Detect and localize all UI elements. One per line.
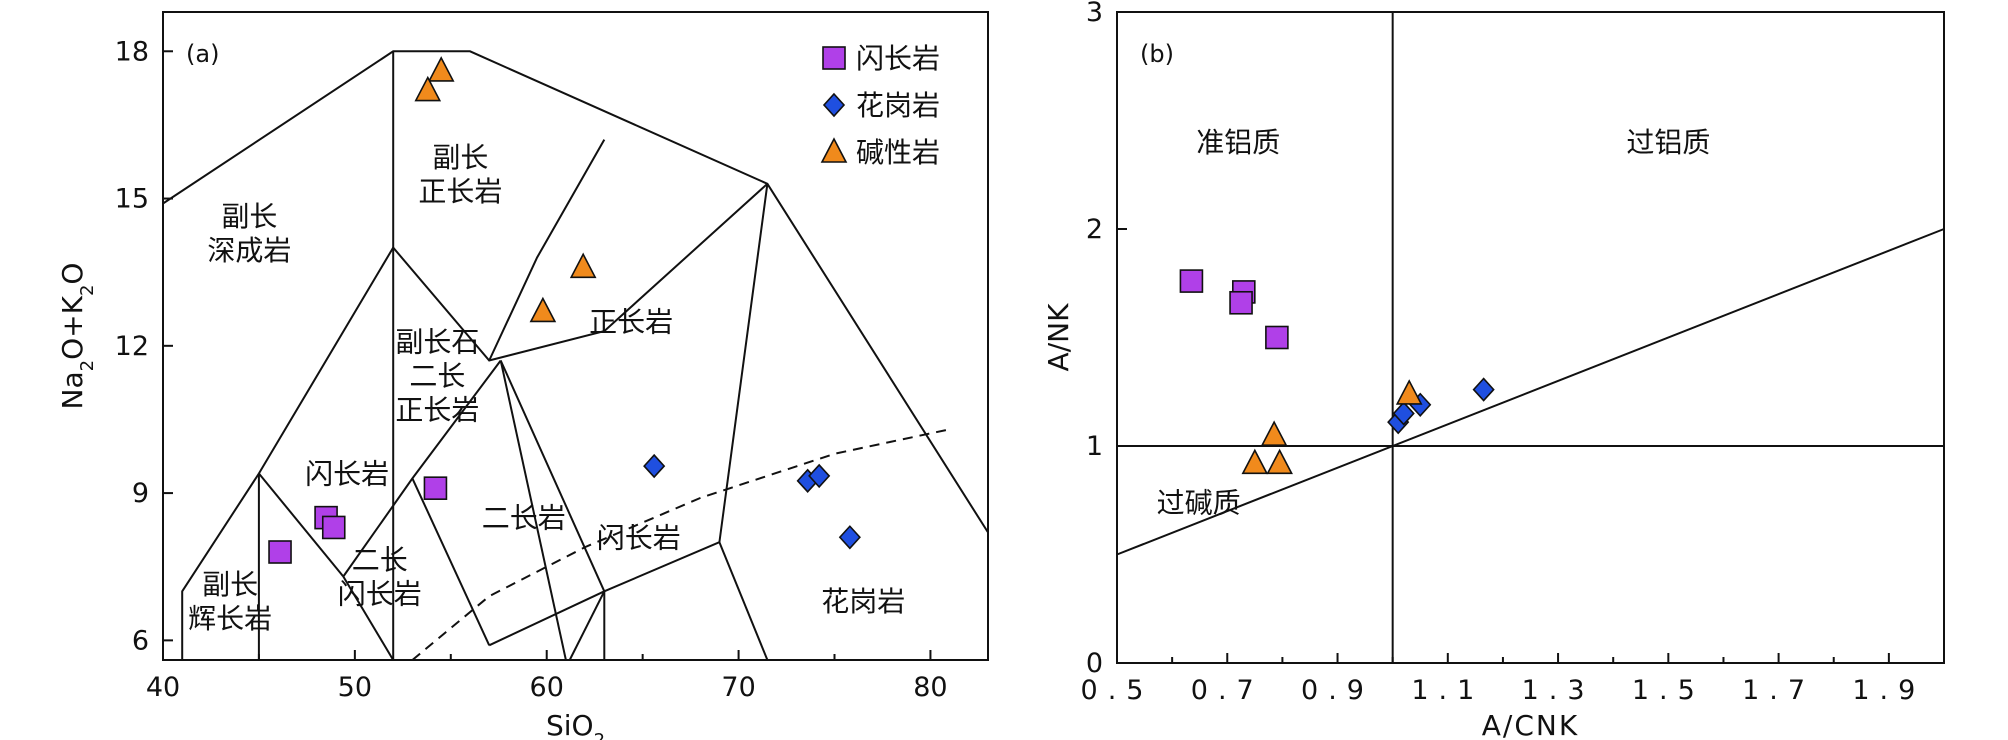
square-data-point xyxy=(1179,269,1204,293)
square-data-point xyxy=(321,515,346,540)
square-data-point xyxy=(1265,325,1289,350)
tas-boundary-line xyxy=(411,477,491,646)
tas-boundary-line xyxy=(488,139,606,361)
y-tick-label: 2 xyxy=(1086,214,1103,245)
triangle-data-point xyxy=(1260,420,1288,446)
x-tick-label: 60 xyxy=(530,672,564,703)
x-tick-label: 70 xyxy=(721,672,755,703)
alumina-field-label: 过铝质 xyxy=(1626,126,1710,159)
tas-boundary-line xyxy=(499,360,567,661)
x-tick-label: 50 xyxy=(338,672,372,703)
x-tick-label: 40 xyxy=(146,672,180,703)
rock-field-label: 闪长岩 xyxy=(305,457,389,490)
rock-field-label: 副长 xyxy=(221,200,277,233)
y-tick-label: 0 xyxy=(1086,648,1103,679)
panel-a-frame xyxy=(162,11,989,661)
x-tick-label: 0.5 xyxy=(1081,675,1154,706)
triangle-data-point xyxy=(569,252,597,279)
rock-field-label: 副长石 xyxy=(395,325,479,358)
alumina-field-label: 准铝质 xyxy=(1196,126,1280,159)
panel-b-acnk-ank-diagram: 0.5 0.7 0.9 1.1 1.3 1.5 1.7 1.9 0 1 2 3 A/CNK A/NK (b)… xyxy=(1042,0,1945,740)
rock-field-label: 正长岩 xyxy=(418,175,502,208)
rock-field-label: 正长岩 xyxy=(395,393,479,426)
x-tick-label: 1.9 xyxy=(1852,675,1925,706)
tas-boundary-line xyxy=(342,575,395,661)
alumina-field-label: 过碱质 xyxy=(1157,486,1241,519)
y-axis-label: A/NK xyxy=(1042,303,1075,372)
diamond-data-point xyxy=(1392,401,1415,426)
rock-field-label: 深成岩 xyxy=(207,234,291,267)
rock-field-label: 辉长岩 xyxy=(188,602,272,635)
y-axis-label: Na2O+K2O xyxy=(56,263,98,410)
triangle-data-point xyxy=(414,75,442,102)
rock-field-label: 二长岩 xyxy=(482,502,566,535)
y-tick-label: 12 xyxy=(115,331,149,362)
triangle-data-point xyxy=(1266,448,1293,475)
legend-entry-label: 闪长岩 xyxy=(856,42,940,75)
square-data-point xyxy=(423,476,448,500)
legend-diamond-symbol xyxy=(822,92,846,118)
panel-b-tag: (b) xyxy=(1140,40,1174,68)
tas-boundary-line xyxy=(258,472,345,578)
x-axis-label: A/CNK xyxy=(1482,709,1579,740)
x-tick-label: 1.7 xyxy=(1742,675,1815,706)
tas-boundary-line xyxy=(568,590,606,661)
rock-field-label: 二长 xyxy=(409,359,465,392)
rock-field-label: 闪长岩 xyxy=(338,578,422,611)
rock-field-label: 闪长岩 xyxy=(597,521,681,554)
legend-square-symbol xyxy=(822,46,846,70)
rock-field-label: 副长 xyxy=(202,568,258,601)
square-data-point xyxy=(1229,290,1253,315)
tas-boundary-line xyxy=(718,541,769,661)
peralkaline-boundary-line xyxy=(1116,228,1945,556)
legend-triangle-symbol xyxy=(820,137,848,163)
diamond-data-point xyxy=(643,453,666,479)
diamond-data-point xyxy=(808,463,831,489)
triangle-data-point xyxy=(427,56,455,82)
alkaline-subalkaline-dashed-line xyxy=(411,428,950,661)
x-axis-label: SiO2 xyxy=(546,709,605,740)
tas-boundary-line xyxy=(499,360,606,592)
x-tick-label: 1.3 xyxy=(1522,675,1595,706)
diamond-data-point xyxy=(838,525,861,550)
triangle-data-point xyxy=(1241,448,1269,475)
x-tick-label: 80 xyxy=(913,672,947,703)
y-tick-label: 6 xyxy=(132,625,149,656)
x-tick-label: 1.1 xyxy=(1411,675,1484,706)
rock-field-label: 二长 xyxy=(352,544,408,577)
y-tick-label: 3 xyxy=(1086,0,1103,28)
panel-b-frame xyxy=(1116,11,1945,664)
x-tick-label: 0.9 xyxy=(1301,675,1374,706)
y-tick-label: 9 xyxy=(132,478,149,509)
tas-field-boundaries xyxy=(162,50,989,661)
legend-entry-label: 碱性岩 xyxy=(856,136,940,169)
panel-a-tag: (a) xyxy=(186,40,219,68)
y-tick-label: 15 xyxy=(115,184,149,215)
rock-field-label: 副长 xyxy=(432,141,488,174)
legend-entry-label: 花岗岩 xyxy=(856,89,940,122)
triangle-data-point xyxy=(1395,379,1423,405)
tas-boundary-line xyxy=(488,590,605,647)
rock-field-label: 花岗岩 xyxy=(821,585,905,618)
tas-boundary-line xyxy=(162,50,989,533)
triangle-data-point xyxy=(529,296,557,323)
x-tick-label: 1.5 xyxy=(1632,675,1705,706)
rock-field-label: 正长岩 xyxy=(589,305,673,338)
y-tick-label: 18 xyxy=(115,36,149,67)
panel-a-tas-diagram: 40 50 60 70 8069121518SiO2Na2O+K2O(a)副长深成岩副长… xyxy=(56,11,989,740)
diamond-data-point xyxy=(1472,377,1495,402)
y-tick-label: 1 xyxy=(1086,431,1103,462)
square-data-point xyxy=(268,540,292,564)
x-tick-label: 0.7 xyxy=(1191,675,1264,706)
